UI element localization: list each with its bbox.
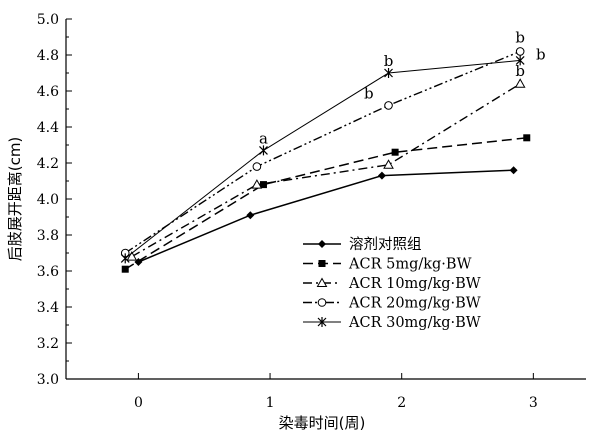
data-point — [259, 145, 268, 156]
legend-label: 溶剂对照组 — [349, 236, 422, 253]
y-tick-label: 4.8 — [37, 48, 59, 64]
data-point — [391, 148, 399, 156]
data-point — [246, 211, 255, 220]
legend-marker — [317, 317, 327, 327]
legend-item: ACR 10mg/kg·BW — [303, 276, 481, 292]
data-point — [383, 159, 394, 169]
series-line — [124, 50, 521, 254]
legend-marker — [318, 240, 326, 248]
data-point — [126, 251, 138, 261]
data-point — [251, 179, 263, 189]
x-tick-label: 3 — [529, 395, 538, 411]
y-tick-label: 4.0 — [37, 192, 59, 208]
series-3 — [126, 78, 526, 261]
legend-label: ACR 30mg/kg·BW — [348, 315, 481, 331]
data-point — [120, 253, 130, 264]
series-1 — [134, 166, 518, 266]
significance-label: a — [259, 129, 268, 147]
y-tick-label: 4.2 — [37, 156, 59, 172]
data-point — [259, 181, 267, 189]
y-tick-label: 3.0 — [37, 372, 59, 388]
data-point — [514, 78, 526, 88]
y-tick-label: 3.2 — [37, 336, 59, 352]
legend-label: ACR 10mg/kg·BW — [348, 276, 481, 292]
series-layer — [120, 47, 531, 273]
significance-label: b — [515, 62, 525, 80]
legend-label: ACR 20mg/kg·BW — [348, 296, 481, 312]
data-point — [121, 265, 129, 273]
significance-label: b — [536, 45, 546, 63]
legend-item: 溶剂对照组 — [303, 236, 422, 253]
data-point — [384, 68, 393, 78]
x-axis-title: 染毒时间(周) — [279, 414, 366, 432]
y-tick-label: 3.4 — [37, 300, 59, 316]
legend-marker — [316, 277, 328, 287]
significance-label: b — [515, 28, 525, 46]
legend-item: ACR 20mg/kg·BW — [303, 296, 481, 312]
y-tick-label: 4.6 — [37, 84, 59, 100]
series-2 — [121, 134, 531, 273]
data-point — [252, 162, 262, 171]
data-point — [515, 55, 525, 66]
series-4 — [120, 47, 525, 258]
legend-marker — [318, 260, 326, 267]
y-tick-label: 4.4 — [37, 120, 59, 136]
series-line — [124, 59, 521, 259]
series-line — [124, 137, 527, 270]
data-point — [509, 166, 518, 175]
y-tick-label: 3.6 — [37, 264, 59, 280]
legend-item: ACR 5mg/kg·BW — [303, 257, 472, 273]
data-point — [384, 101, 393, 110]
x-tick-label: 0 — [134, 395, 143, 411]
legend-marker — [317, 298, 327, 307]
y-axis-title: 后肢展开距离(cm) — [6, 137, 24, 262]
data-point — [377, 171, 386, 180]
legend-item: ACR 30mg/kg·BW — [303, 315, 481, 331]
legend: 溶剂对照组 ACR 5mg/kg·BW ACR 10mg/kg·BW ACR 20mg… — [303, 236, 481, 331]
significance-label: b — [364, 84, 374, 102]
legend-label: ACR 5mg/kg·BW — [348, 257, 472, 273]
series-line — [131, 83, 521, 258]
x-tick-label: 1 — [266, 395, 275, 411]
significance-label: b — [384, 52, 394, 70]
series-line — [138, 169, 514, 263]
axes: 3.0 3.2 3.4 3.6 3.8 4.0 4.2 4.4 4.6 4.8 5.0 0 1 2 3 — [37, 12, 586, 411]
data-point — [523, 134, 531, 142]
series-5 — [120, 55, 525, 264]
data-point — [515, 47, 525, 56]
y-tick-label: 3.8 — [37, 228, 59, 244]
x-tick-label: 2 — [397, 395, 406, 411]
y-tick-label: 5.0 — [37, 12, 59, 28]
